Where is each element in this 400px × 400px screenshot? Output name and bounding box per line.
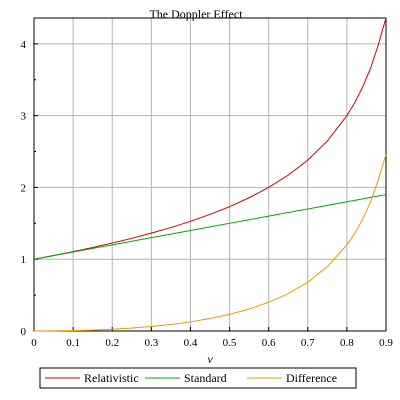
axes: 0 0.1 0.2 0.3 0.4 0.5 0.6 0.7 0.8 0.9 0 1 2 3 4 (21, 39, 394, 349)
legend-label-standard: Standard (184, 371, 227, 385)
x-tick-label-4: 0.4 (184, 337, 198, 349)
legend-label-difference: Difference (286, 371, 337, 385)
legend-label-relativistic: Relativistic (84, 371, 139, 385)
plot-area (33, 17, 387, 332)
x-tick-label-0: 0 (31, 337, 37, 349)
legend-box (39, 367, 357, 389)
series-line-standard (33, 194, 387, 260)
grid (33, 18, 387, 332)
legend: Relativistic Standard Difference (39, 367, 357, 389)
x-tick-label-1: 0.1 (66, 337, 80, 349)
y-tick-label-4: 4 (21, 39, 27, 51)
x-tick-label-5: 0.5 (223, 337, 237, 349)
x-tick-label-3: 0.3 (144, 337, 158, 349)
series-line-difference (33, 154, 387, 332)
x-tick-label-7: 0.7 (301, 337, 315, 349)
y-tick-label-2: 2 (21, 182, 27, 194)
series-group (33, 17, 387, 332)
x-tick-label-8: 0.8 (340, 337, 354, 349)
series-line-relativistic (33, 17, 387, 260)
x-tick-label-9: 0.9 (379, 337, 393, 349)
y-tick-label-3: 3 (21, 111, 27, 123)
x-axis-label: v (207, 352, 213, 366)
x-tick-label-2: 0.2 (105, 337, 119, 349)
y-tick-label-1: 1 (21, 254, 27, 266)
y-tick-label-0: 0 (21, 326, 27, 338)
x-tick-label-6: 0.6 (262, 337, 276, 349)
